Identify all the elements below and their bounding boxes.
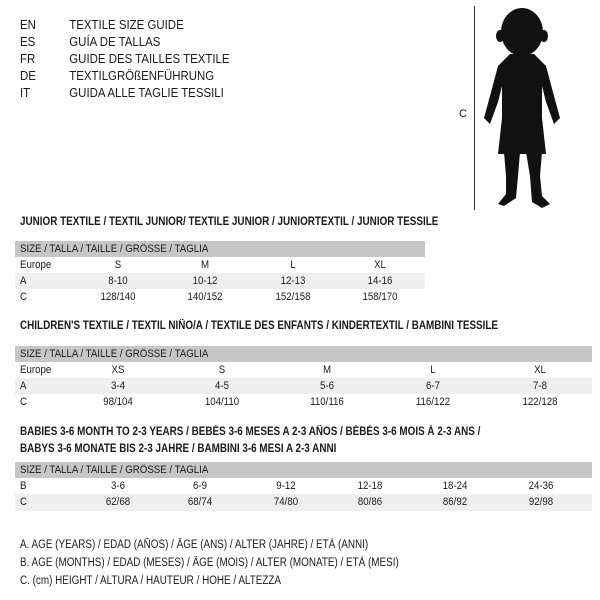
table-header: SIZE / TALLA / TAILLE / GRÖSSE / TAGLIA: [15, 462, 592, 478]
table-row: B 3-6 6-9 9-12 12-18 18-24 24-36: [20, 480, 554, 492]
legend-c: C. (cm) HEIGHT / ALTURA / HAUTEUR / HÖHE…: [20, 575, 282, 587]
babies-section-title-line1: BABIES 3-6 MONTH TO 2-3 YEARS / BEBÉS 3-…: [20, 426, 481, 438]
table-header: SIZE / TALLA / TAILLE / GRÖSSE / TAGLIA: [15, 241, 425, 257]
junior-size-table: SIZE / TALLA / TAILLE / GRÖSSE / TAGLIA …: [15, 241, 425, 305]
legend-a: A. AGE (YEARS) / EDAD (AÑOS) / ÂGE (ANS)…: [20, 539, 369, 551]
junior-section-title: JUNIOR TEXTILE / TEXTIL JUNIOR/ TEXTILE …: [20, 216, 439, 228]
title-es: ES GUÍA DE TALLAS: [20, 34, 161, 49]
legend-b: B. AGE (MONTHS) / EDAD (MESES) / ÂGE (MO…: [20, 557, 399, 569]
table-row: Europe XS S M L XL: [20, 364, 546, 376]
babies-size-table: SIZE / TALLA / TAILLE / GRÖSSE / TAGLIA …: [15, 462, 592, 511]
title-it: IT GUIDA ALLE TAGLIE TESSILI: [20, 85, 224, 100]
title-de: DE TEXTILGRÖßENFÜHRUNG: [20, 68, 215, 83]
table-row: Europe S M L XL: [20, 259, 386, 271]
babies-section-title-line2: BABYS 3-6 MONATE BIS 2-3 JAHRE / BAMBINI…: [20, 443, 337, 455]
table-row: C 62/68 68/74 74/80 80/86 86/92 92/98: [15, 494, 592, 511]
children-section-title: CHILDREN'S TEXTILE / TEXTIL NIÑO/A / TEX…: [20, 320, 499, 332]
table-row: A 3-4 4-5 5-6 6-7 7-8: [15, 378, 592, 394]
children-size-table: SIZE / TALLA / TAILLE / GRÖSSE / TAGLIA …: [15, 346, 592, 410]
title-en: EN TEXTILE SIZE GUIDE: [20, 17, 184, 32]
child-silhouette-icon: [484, 8, 560, 208]
table-header: SIZE / TALLA / TAILLE / GRÖSSE / TAGLIA: [15, 346, 592, 362]
title-fr: FR GUIDE DES TAILLES TEXTILE: [20, 51, 230, 66]
table-row: C 98/104 104/110 110/116 116/122 122/128: [20, 396, 558, 408]
table-row: A 8-10 10-12 12-13 14-16: [15, 273, 425, 289]
table-row: C 128/140 140/152 152/158 158/170: [20, 291, 398, 303]
height-measure-label: C: [459, 108, 467, 120]
height-measure-line: [474, 6, 475, 210]
